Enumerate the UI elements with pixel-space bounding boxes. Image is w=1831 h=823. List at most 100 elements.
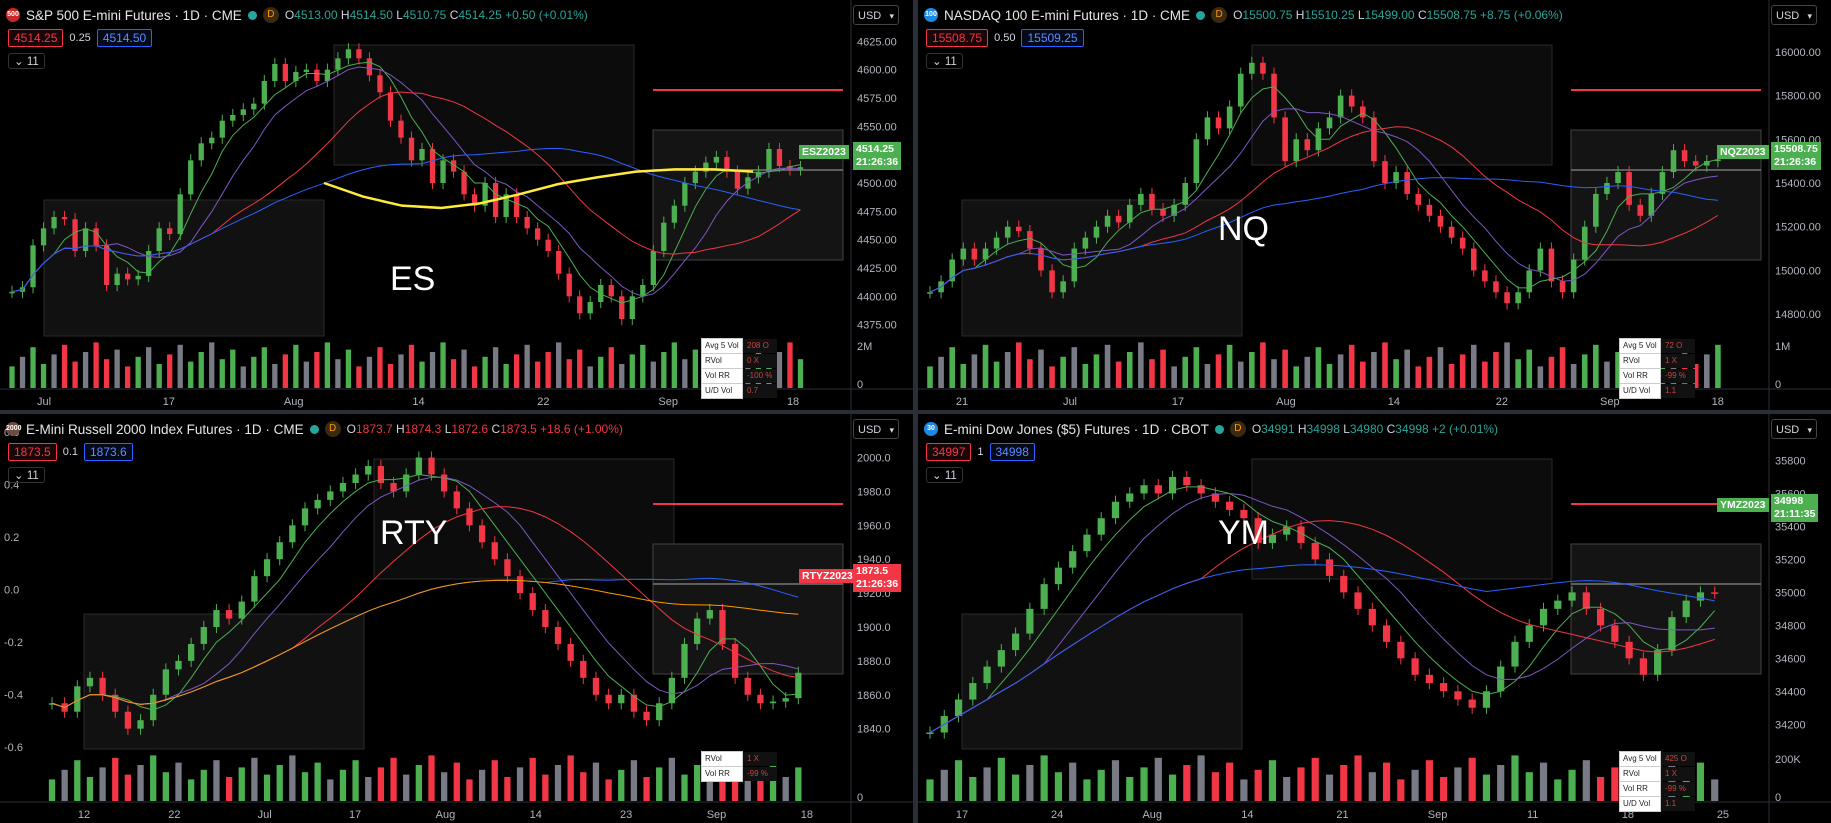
volume-bar [324, 342, 331, 388]
ask-price[interactable]: 34998 [989, 443, 1035, 461]
candle-body [428, 457, 435, 475]
x-tick-label: 17 [349, 809, 361, 821]
currency-select[interactable]: USD [853, 5, 899, 26]
left-tick-label: -0.6 [4, 742, 23, 754]
candle-body [1326, 117, 1333, 129]
candle-body [1440, 683, 1448, 692]
ask-price[interactable]: 15509.25 [1021, 29, 1084, 47]
candle-body [1293, 139, 1300, 162]
candle-body [1554, 600, 1562, 609]
indicators-toggle[interactable]: ⌄ 11 [8, 467, 45, 483]
candle-body [971, 248, 978, 260]
candle-body [1240, 509, 1248, 519]
bid-ask-box: 1873.5 0.1 1873.6 [8, 443, 133, 461]
candle-body [503, 194, 509, 217]
chart-pane-rty[interactable]: 2000.0 1980.0 1960.0 1940.0 1920.0 1900.0 1880… [0, 414, 913, 823]
candle-body [429, 149, 436, 183]
volume-bar [93, 342, 99, 388]
candle-body [1354, 592, 1362, 609]
bid-price[interactable]: 15508.75 [926, 29, 989, 47]
candle-body [74, 686, 81, 712]
candle-body [1060, 281, 1066, 293]
volume-bar [51, 354, 57, 388]
candle-body [1154, 485, 1162, 494]
volume-bar [971, 354, 978, 388]
volume-bar [719, 772, 726, 801]
chart-canvas[interactable]: 16000.0015800.0015600.0015400.0015200.00… [918, 0, 1831, 410]
currency-select[interactable]: USD [1771, 419, 1817, 440]
x-tick-label: 18 [801, 809, 813, 821]
volume-bar [619, 364, 625, 388]
volume-bar [1171, 366, 1177, 388]
x-tick-label: Jul [258, 809, 272, 821]
bid-price[interactable]: 1873.5 [8, 443, 57, 461]
candle-body [345, 49, 352, 59]
volume-bar [1515, 359, 1521, 388]
currency-select[interactable]: USD [1771, 5, 1817, 26]
indicators-toggle[interactable]: ⌄ 11 [926, 467, 963, 483]
symbol-title[interactable]: NASDAQ 100 E-mini Futures · 1D · CME [944, 7, 1191, 23]
volume-bar [251, 757, 258, 801]
volume-bar [504, 777, 511, 801]
chart-pane-es[interactable]: 4625.004600.004575.004550.004525.004500.… [0, 0, 913, 410]
volume-bar [983, 767, 991, 801]
candle-body [1468, 699, 1476, 708]
candle-body [782, 698, 789, 702]
volume-bar [1015, 342, 1022, 388]
candle-body [566, 273, 572, 297]
candle-body [960, 248, 967, 260]
chart-pane-ym[interactable]: 3580035600354003520035000348003460034400… [918, 414, 1831, 823]
candle-body [1282, 117, 1288, 162]
chart-header[interactable]: 500 S&P 500 E-mini Futures · 1D · CME D O45… [6, 4, 588, 26]
x-tick-label: Aug [1142, 809, 1162, 821]
volume-bar [1254, 769, 1262, 801]
chart-header[interactable]: 100 NASDAQ 100 E-mini Futures · 1D · CME D… [924, 4, 1563, 26]
symbol-title[interactable]: S&P 500 E-mini Futures · 1D · CME [26, 7, 242, 23]
ask-price[interactable]: 1873.6 [84, 443, 133, 461]
volume-bar [1368, 772, 1376, 801]
candle-body [1160, 209, 1166, 216]
chart-canvas[interactable]: 2000.01980.01960.01940.01920.01900.01880… [0, 414, 913, 823]
volume-bar [1582, 760, 1590, 801]
horizontal-divider[interactable] [0, 410, 1831, 414]
chart-canvas[interactable]: 3580035600354003520035000348003460034400… [918, 414, 1831, 823]
x-tick-label: 22 [1496, 396, 1508, 408]
candle-body [1325, 559, 1334, 576]
indicators-toggle[interactable]: ⌄ 11 [926, 53, 963, 69]
y-tick-label: 1940.0 [857, 554, 891, 566]
volume-bar [982, 344, 989, 388]
ma-fast-line [11, 61, 801, 304]
volume-bar [135, 356, 141, 388]
ma-long-line [929, 564, 1715, 733]
currency-select[interactable]: USD [853, 419, 899, 440]
bid-ask-box: 15508.75 0.50 15509.25 [926, 29, 1084, 47]
volume-bar [1182, 356, 1189, 388]
bid-price[interactable]: 4514.25 [8, 29, 64, 47]
volume-bar [240, 366, 246, 388]
symbol-title[interactable]: E-Mini Russell 2000 Index Futures · 1D ·… [26, 421, 304, 437]
ask-price[interactable]: 4514.50 [96, 29, 153, 47]
bid-price[interactable]: 34997 [926, 443, 972, 461]
candle-body [365, 466, 372, 475]
chart-header[interactable]: 30 E-mini Dow Jones ($5) Futures · 1D · C… [924, 418, 1498, 440]
candle-body [40, 228, 47, 246]
symbol-title[interactable]: E-mini Dow Jones ($5) Futures · 1D · CBO… [944, 421, 1209, 437]
candle-body [1348, 95, 1355, 107]
candle-body [1249, 62, 1255, 74]
volume-bar [450, 359, 457, 388]
candle-body [1071, 248, 1078, 282]
x-tick-label: 17 [956, 809, 968, 821]
volume-bar [103, 359, 110, 388]
x-tick-label: 25 [1717, 809, 1729, 821]
candle-body [1340, 575, 1348, 593]
candle-body [137, 720, 144, 729]
candle-body [1482, 691, 1491, 708]
candle-body [72, 219, 78, 251]
volume-bar [1104, 344, 1111, 388]
volume-bar [524, 344, 530, 388]
volume-bar [1226, 344, 1233, 388]
ma-mid-line [929, 108, 1718, 293]
chart-header[interactable]: 2000 E-Mini Russell 2000 Index Futures · … [6, 418, 623, 440]
indicators-toggle[interactable]: ⌄ 11 [8, 53, 45, 69]
chart-pane-nq[interactable]: 16000.00 15800.00 15600.00 15400.00 15200.00… [918, 0, 1831, 410]
